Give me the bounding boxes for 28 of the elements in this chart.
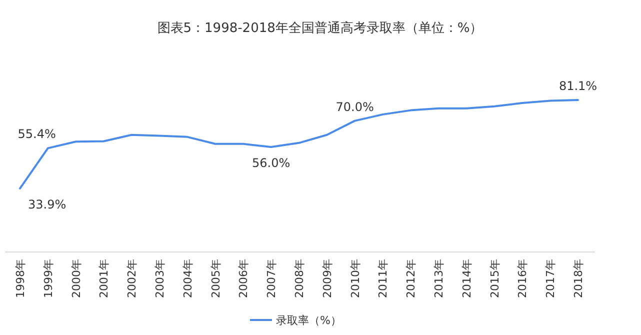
x-tick-label: 1999年 [42, 259, 55, 298]
x-tick-label: 2010年 [348, 259, 362, 298]
x-tick-label: 2014年 [460, 259, 474, 298]
x-tick-label: 2015年 [488, 259, 502, 298]
x-tick-label: 2000年 [70, 259, 83, 298]
x-tick-label: 2012年 [404, 259, 418, 298]
x-tick-label: 2011年 [376, 259, 390, 298]
data-label: 56.0% [252, 156, 290, 170]
x-tick-label: 2006年 [237, 259, 250, 298]
x-tick-label: 2001年 [98, 259, 111, 298]
data-label: 70.0% [336, 100, 374, 114]
x-tick-label: 2018年 [572, 259, 585, 298]
data-label: 81.1% [558, 79, 598, 93]
chart-title: 图表5：1998-2018年全国普通高考录取率（单位：%） [157, 20, 483, 36]
data-label: 33.9% [28, 197, 66, 212]
legend-label: 录取率（%） [276, 314, 342, 327]
x-tick-label: 2002年 [126, 259, 139, 298]
x-tick-label: 2005年 [209, 259, 222, 298]
x-tick-label: 2017年 [544, 259, 558, 298]
data-label: 55.4% [18, 127, 56, 142]
x-tick-label: 2009年 [320, 259, 334, 298]
x-tick-label: 2008年 [293, 259, 306, 298]
x-tick-label: 2004年 [181, 259, 194, 298]
x-tick-label: 2007年 [265, 259, 278, 298]
x-tick-label: 2016年 [516, 259, 530, 298]
x-tick-label: 2013年 [432, 259, 446, 298]
x-tick-label: 2003年 [154, 259, 166, 298]
x-tick-label: 1998年 [14, 259, 27, 298]
